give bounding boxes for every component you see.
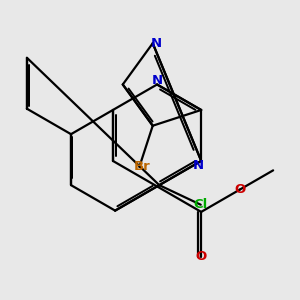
Text: O: O [234,183,246,196]
Text: N: N [193,158,204,172]
Text: Cl: Cl [194,198,208,211]
Text: Br: Br [134,160,150,173]
Text: O: O [196,250,207,263]
Text: N: N [151,37,162,50]
Text: N: N [152,74,163,87]
